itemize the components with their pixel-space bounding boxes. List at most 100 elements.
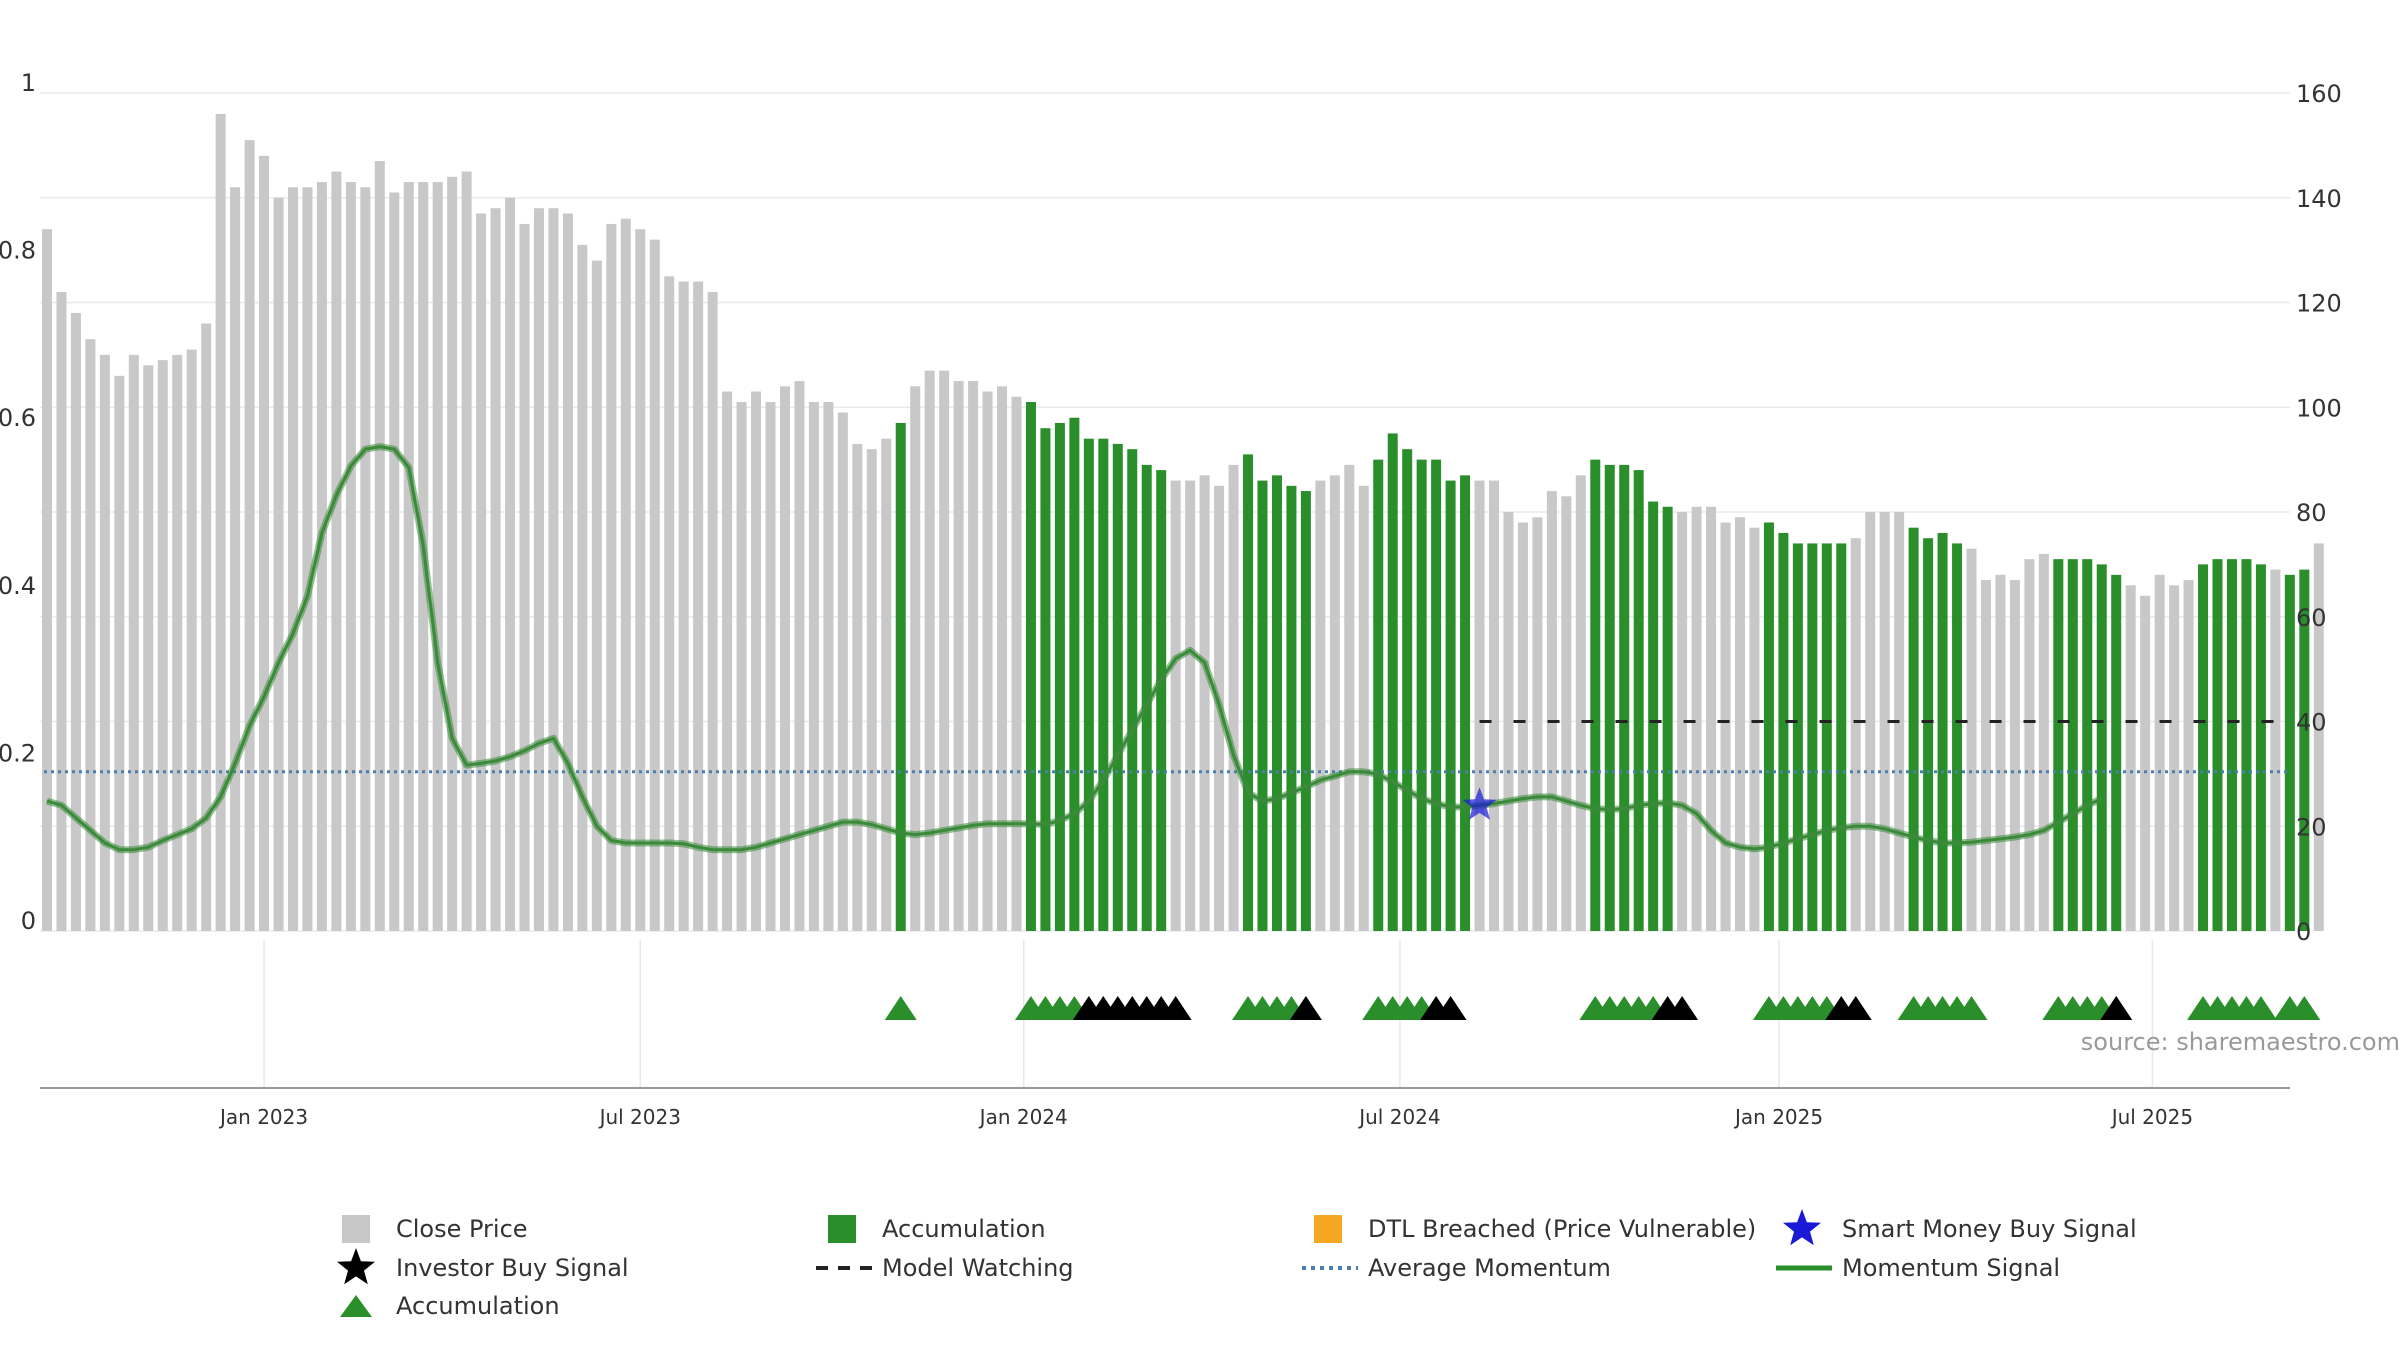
accumulation-bar <box>1952 543 1963 931</box>
axes: 0 20 40 60 80 100 120 140 160 0 0.2 0.4 0.6 0.8 1 Jan 2… <box>0 69 2342 1129</box>
legend-item: Accumulation <box>828 1215 1046 1243</box>
close-price-bar <box>591 260 602 932</box>
accumulation-bar <box>1648 501 1659 931</box>
x-axis-date-label: Jan 2024 <box>978 1105 1068 1129</box>
legend-item: Accumulation <box>340 1292 560 1320</box>
accumulation-bar <box>1156 470 1167 931</box>
accumulation-bar <box>1836 543 1847 931</box>
right-axis-tick-label: 20 <box>2296 813 2327 841</box>
close-price-bar <box>1228 464 1239 931</box>
close-price-bar <box>1011 396 1022 931</box>
close-price-bar <box>2154 574 2165 931</box>
close-price-bar <box>2125 585 2136 931</box>
investor-buy-triangle-marker <box>1159 996 1192 1020</box>
close-price-bar <box>1489 480 1499 931</box>
close-price-bar <box>2313 543 2324 931</box>
close-price-bar <box>56 292 67 931</box>
close-price-bar <box>910 386 921 931</box>
close-price-bar <box>374 161 385 931</box>
close-price-bar <box>505 197 516 931</box>
close-price-bar <box>924 370 935 931</box>
close-price-bar <box>765 402 776 931</box>
x-axis-date-label: Jan 2025 <box>1733 1105 1823 1129</box>
investor-buy-triangle-marker <box>1839 996 1872 1020</box>
legend-item: DTL Breached (Price Vulnerable) <box>1314 1215 1756 1243</box>
accumulation-triangle-marker <box>1955 996 1988 1020</box>
close-price-bar <box>1546 491 1557 931</box>
close-price-bar <box>2183 580 2194 931</box>
right-axis-tick-label: 120 <box>2296 290 2342 318</box>
close-price-bar <box>360 187 371 931</box>
legend-label: Accumulation <box>882 1215 1046 1243</box>
accumulation-bar <box>2212 559 2223 931</box>
close-price-bar <box>562 213 573 931</box>
legend-swatch-accumulation <box>828 1215 856 1243</box>
close-price-bar <box>186 349 197 931</box>
accumulation-bar <box>1460 475 1471 931</box>
close-price-bar <box>982 391 993 932</box>
close-price-bar <box>881 438 892 931</box>
close-price-bar <box>2140 595 2151 931</box>
close-price-bar <box>244 140 255 931</box>
close-price-bar <box>2270 569 2281 931</box>
accumulation-triangle-marker <box>2244 996 2277 1020</box>
accumulation-bar <box>1025 402 1036 931</box>
close-price-bar <box>1532 517 1543 931</box>
right-axis-tick-label: 80 <box>2296 499 2327 527</box>
close-price-bar <box>823 402 834 931</box>
right-axis-tick-label: 40 <box>2296 709 2327 737</box>
accumulation-bar <box>1040 428 1051 931</box>
accumulation-bar <box>1083 438 1094 931</box>
accumulation-bar <box>1633 470 1644 931</box>
close-price-bar <box>968 381 979 931</box>
close-price-bar <box>606 223 617 931</box>
close-price-bar <box>316 182 327 932</box>
close-price-bar <box>287 187 298 931</box>
left-axis-tick-label: 0 <box>21 907 36 935</box>
close-price-bar <box>389 192 400 931</box>
close-price-bar <box>939 370 950 931</box>
close-price-bar <box>128 354 139 931</box>
accumulation-bar <box>1402 449 1413 931</box>
close-price-bar <box>2038 553 2049 931</box>
investor-buy-triangle-marker <box>1289 996 1322 1020</box>
close-price-bar <box>114 375 125 931</box>
close-price-bar <box>1358 485 1369 931</box>
close-price-bar <box>1691 506 1702 931</box>
close-price-bar <box>157 360 168 931</box>
accumulation-bar <box>1619 464 1630 931</box>
close-price-bar <box>1865 512 1876 931</box>
close-price-bar <box>533 208 544 932</box>
close-price-bar <box>1706 506 1717 931</box>
right-axis-tick-label: 60 <box>2296 604 2327 632</box>
close-price-bars <box>42 113 2324 932</box>
accumulation-bar <box>1778 532 1789 931</box>
legend-swatch-investor-buy-star <box>337 1248 375 1285</box>
close-price-bar <box>678 281 689 931</box>
accumulation-bar <box>2096 564 2107 931</box>
accumulation-bar <box>1069 417 1080 932</box>
close-price-bar <box>42 229 52 932</box>
accumulation-bar <box>1127 449 1138 931</box>
close-price-bar <box>693 281 704 931</box>
close-price-bar <box>99 354 110 931</box>
left-axis-tick-label: 0.4 <box>0 572 36 600</box>
accumulation-bar <box>1763 522 1774 931</box>
accumulation-bar <box>1807 543 1818 931</box>
close-price-bar <box>85 339 96 932</box>
close-price-bar <box>1185 480 1196 931</box>
accumulation-bar <box>2198 564 2209 931</box>
close-price-bar <box>1966 548 1977 931</box>
close-price-bar <box>432 182 443 932</box>
close-price-bar <box>447 176 458 932</box>
accumulation-triangle-marker <box>2288 996 2321 1020</box>
close-price-bar <box>1561 496 1572 931</box>
legend-item: Momentum Signal <box>1776 1254 2060 1282</box>
close-price-bar <box>1503 512 1514 931</box>
signal-markers <box>884 787 2321 1020</box>
close-price-bar <box>2024 559 2035 931</box>
close-price-bar <box>779 386 790 931</box>
close-price-bar <box>794 381 805 931</box>
legend-swatch-close-price <box>342 1215 370 1243</box>
